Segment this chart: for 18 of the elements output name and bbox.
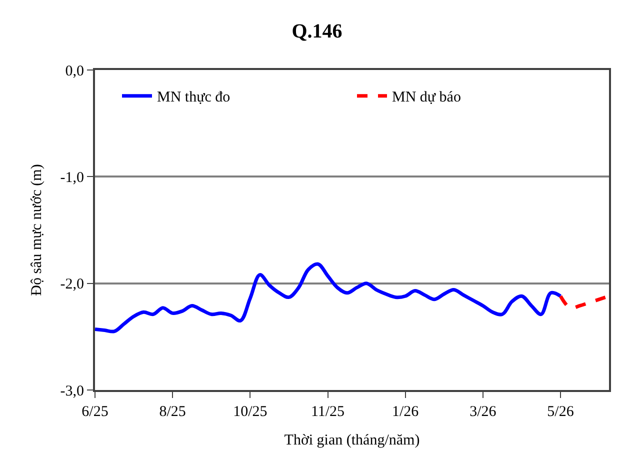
x-tick-label: 11/25 — [310, 404, 345, 420]
y-tick-label: -3,0 — [60, 383, 84, 400]
legend-label: MN dự báo — [392, 90, 461, 106]
legend-label: MN thực đo — [157, 90, 230, 106]
y-tick-label: -2,0 — [60, 276, 84, 293]
line-series — [558, 294, 609, 310]
y-axis-title: Độ sâu mực nước (m) — [29, 164, 45, 296]
x-tick-label: 6/25 — [82, 404, 108, 420]
x-tick-label: 1/26 — [392, 404, 420, 420]
x-tick-label: 8/25 — [159, 404, 186, 420]
y-tick-label: -1,0 — [60, 170, 84, 186]
x-axis-title: Thời gian (tháng/năm) — [284, 432, 420, 448]
x-tick-label: 3/26 — [470, 404, 497, 420]
chart-title: Q.146 — [292, 20, 342, 42]
x-tick-label: 10/25 — [233, 404, 268, 420]
y-tick-label: 0,0 — [65, 63, 84, 80]
line-series — [95, 262, 562, 334]
x-tick-label: 5/26 — [547, 404, 574, 420]
